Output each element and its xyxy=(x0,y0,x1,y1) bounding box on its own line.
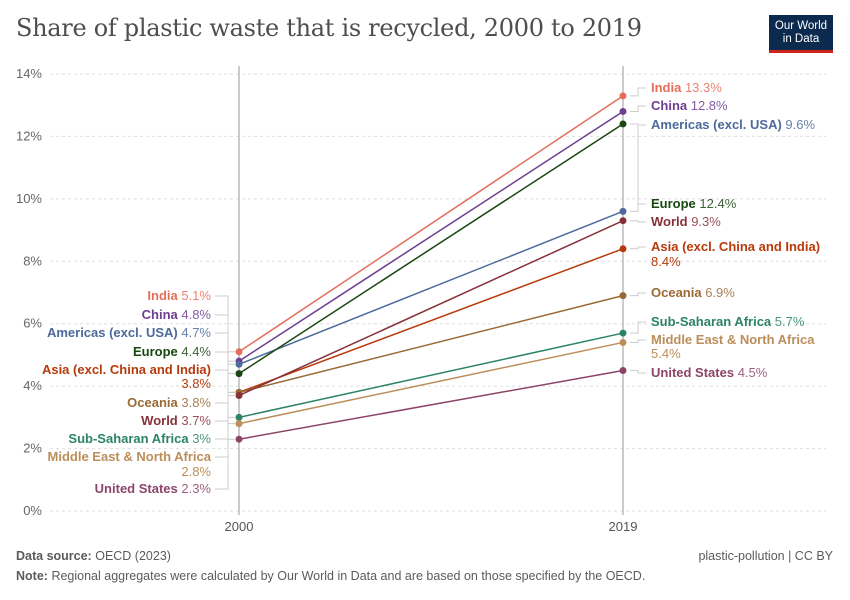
connector-line xyxy=(215,423,236,458)
series-line xyxy=(238,332,624,419)
x-tick-label: 2019 xyxy=(609,519,638,534)
series-label-left: World 3.7% xyxy=(141,413,211,428)
source-label: Data source: xyxy=(16,549,92,563)
connector-line xyxy=(630,220,646,223)
y-tick-label: 0% xyxy=(23,503,42,518)
series-line xyxy=(238,95,624,353)
series-line xyxy=(238,123,624,375)
series-label-right: Sub-Saharan Africa 5.7% xyxy=(651,314,805,329)
series-label-right: Asia (excl. China and India) xyxy=(651,239,820,254)
series-label-right: China 12.8% xyxy=(651,98,728,113)
connector-line xyxy=(215,351,236,375)
series-label-right: United States 4.5% xyxy=(651,365,768,380)
connector-line xyxy=(630,246,646,250)
series-label-left: India 5.1% xyxy=(147,288,211,303)
y-tick-label: 14% xyxy=(16,66,42,81)
note-text: Regional aggregates were calculated by O… xyxy=(51,569,646,583)
data-point xyxy=(619,292,627,300)
connector-line xyxy=(215,332,236,365)
series-label-left: Europe 4.4% xyxy=(133,344,211,359)
y-tick-label: 12% xyxy=(16,128,42,143)
series-line xyxy=(238,294,624,394)
data-point xyxy=(619,245,627,253)
series-label-left: Sub-Saharan Africa 3% xyxy=(68,431,211,446)
data-point xyxy=(235,420,243,428)
connector-line xyxy=(630,370,646,374)
series-label-left: Americas (excl. USA) 4.7% xyxy=(47,325,211,340)
connector-line xyxy=(215,295,236,353)
data-point xyxy=(619,207,627,215)
x-tick-label: 2000 xyxy=(225,519,254,534)
data-point xyxy=(235,348,243,356)
connector-line xyxy=(215,314,236,362)
series-line xyxy=(238,341,624,425)
series-line xyxy=(238,248,624,394)
data-point xyxy=(235,360,243,368)
connector-line xyxy=(630,321,646,334)
note-label: Note: xyxy=(16,569,48,583)
connector-line xyxy=(215,391,236,404)
y-tick-label: 6% xyxy=(23,316,42,331)
series-label-right: Europe 12.4% xyxy=(651,196,737,211)
series-label-right: Middle East & North Africa xyxy=(651,332,815,347)
owid-logo[interactable]: Our World in Data xyxy=(769,15,833,53)
series-line xyxy=(238,110,624,362)
series-label-right: Americas (excl. USA) 9.6% xyxy=(651,117,815,132)
note: Note: Regional aggregates were calculate… xyxy=(16,569,645,583)
data-point xyxy=(235,413,243,421)
series-value-left: 3.8% xyxy=(181,376,211,391)
series-line xyxy=(238,220,624,397)
y-tick-label: 10% xyxy=(16,191,42,206)
series-value-left: 2.8% xyxy=(181,464,211,479)
data-point xyxy=(235,392,243,400)
data-point xyxy=(619,92,627,100)
connector-line xyxy=(630,339,646,343)
series-label-left: China 4.8% xyxy=(142,307,212,322)
data-point xyxy=(619,120,627,128)
connector-line xyxy=(630,292,646,297)
y-tick-label: 4% xyxy=(23,378,42,393)
data-point xyxy=(235,370,243,378)
series-value-right: 5.4% xyxy=(651,346,681,361)
chart-title: Share of plastic waste that is recycled,… xyxy=(16,14,642,42)
series-label-left: Middle East & North Africa xyxy=(48,449,212,464)
series-label-left: United States 2.3% xyxy=(95,481,212,496)
data-point xyxy=(619,107,627,115)
series-label-left: Asia (excl. China and India) xyxy=(42,362,211,377)
series-value-right: 8.4% xyxy=(651,254,681,269)
connector-line xyxy=(630,123,646,205)
connector-line xyxy=(630,105,646,112)
connector-line xyxy=(215,438,236,490)
logo-line1: Our World xyxy=(774,20,828,32)
series-line xyxy=(238,369,624,440)
data-point xyxy=(619,367,627,375)
series-line xyxy=(238,210,624,365)
data-point xyxy=(619,338,627,346)
series-label-right: Oceania 6.9% xyxy=(651,285,735,300)
series-label-right: World 9.3% xyxy=(651,214,721,229)
data-source: Data source: OECD (2023) xyxy=(16,549,171,563)
series-label-right: India 13.3% xyxy=(651,80,722,95)
connector-line xyxy=(630,87,646,97)
data-point xyxy=(619,217,627,225)
data-point xyxy=(235,435,243,443)
series-label-left: Oceania 3.8% xyxy=(127,395,211,410)
license[interactable]: plastic-pollution | CC BY xyxy=(698,549,833,563)
logo-line2: in Data xyxy=(782,33,820,45)
data-point xyxy=(619,329,627,337)
y-tick-label: 8% xyxy=(23,253,42,268)
y-tick-label: 2% xyxy=(23,441,42,456)
source-text[interactable]: OECD (2023) xyxy=(95,549,171,563)
